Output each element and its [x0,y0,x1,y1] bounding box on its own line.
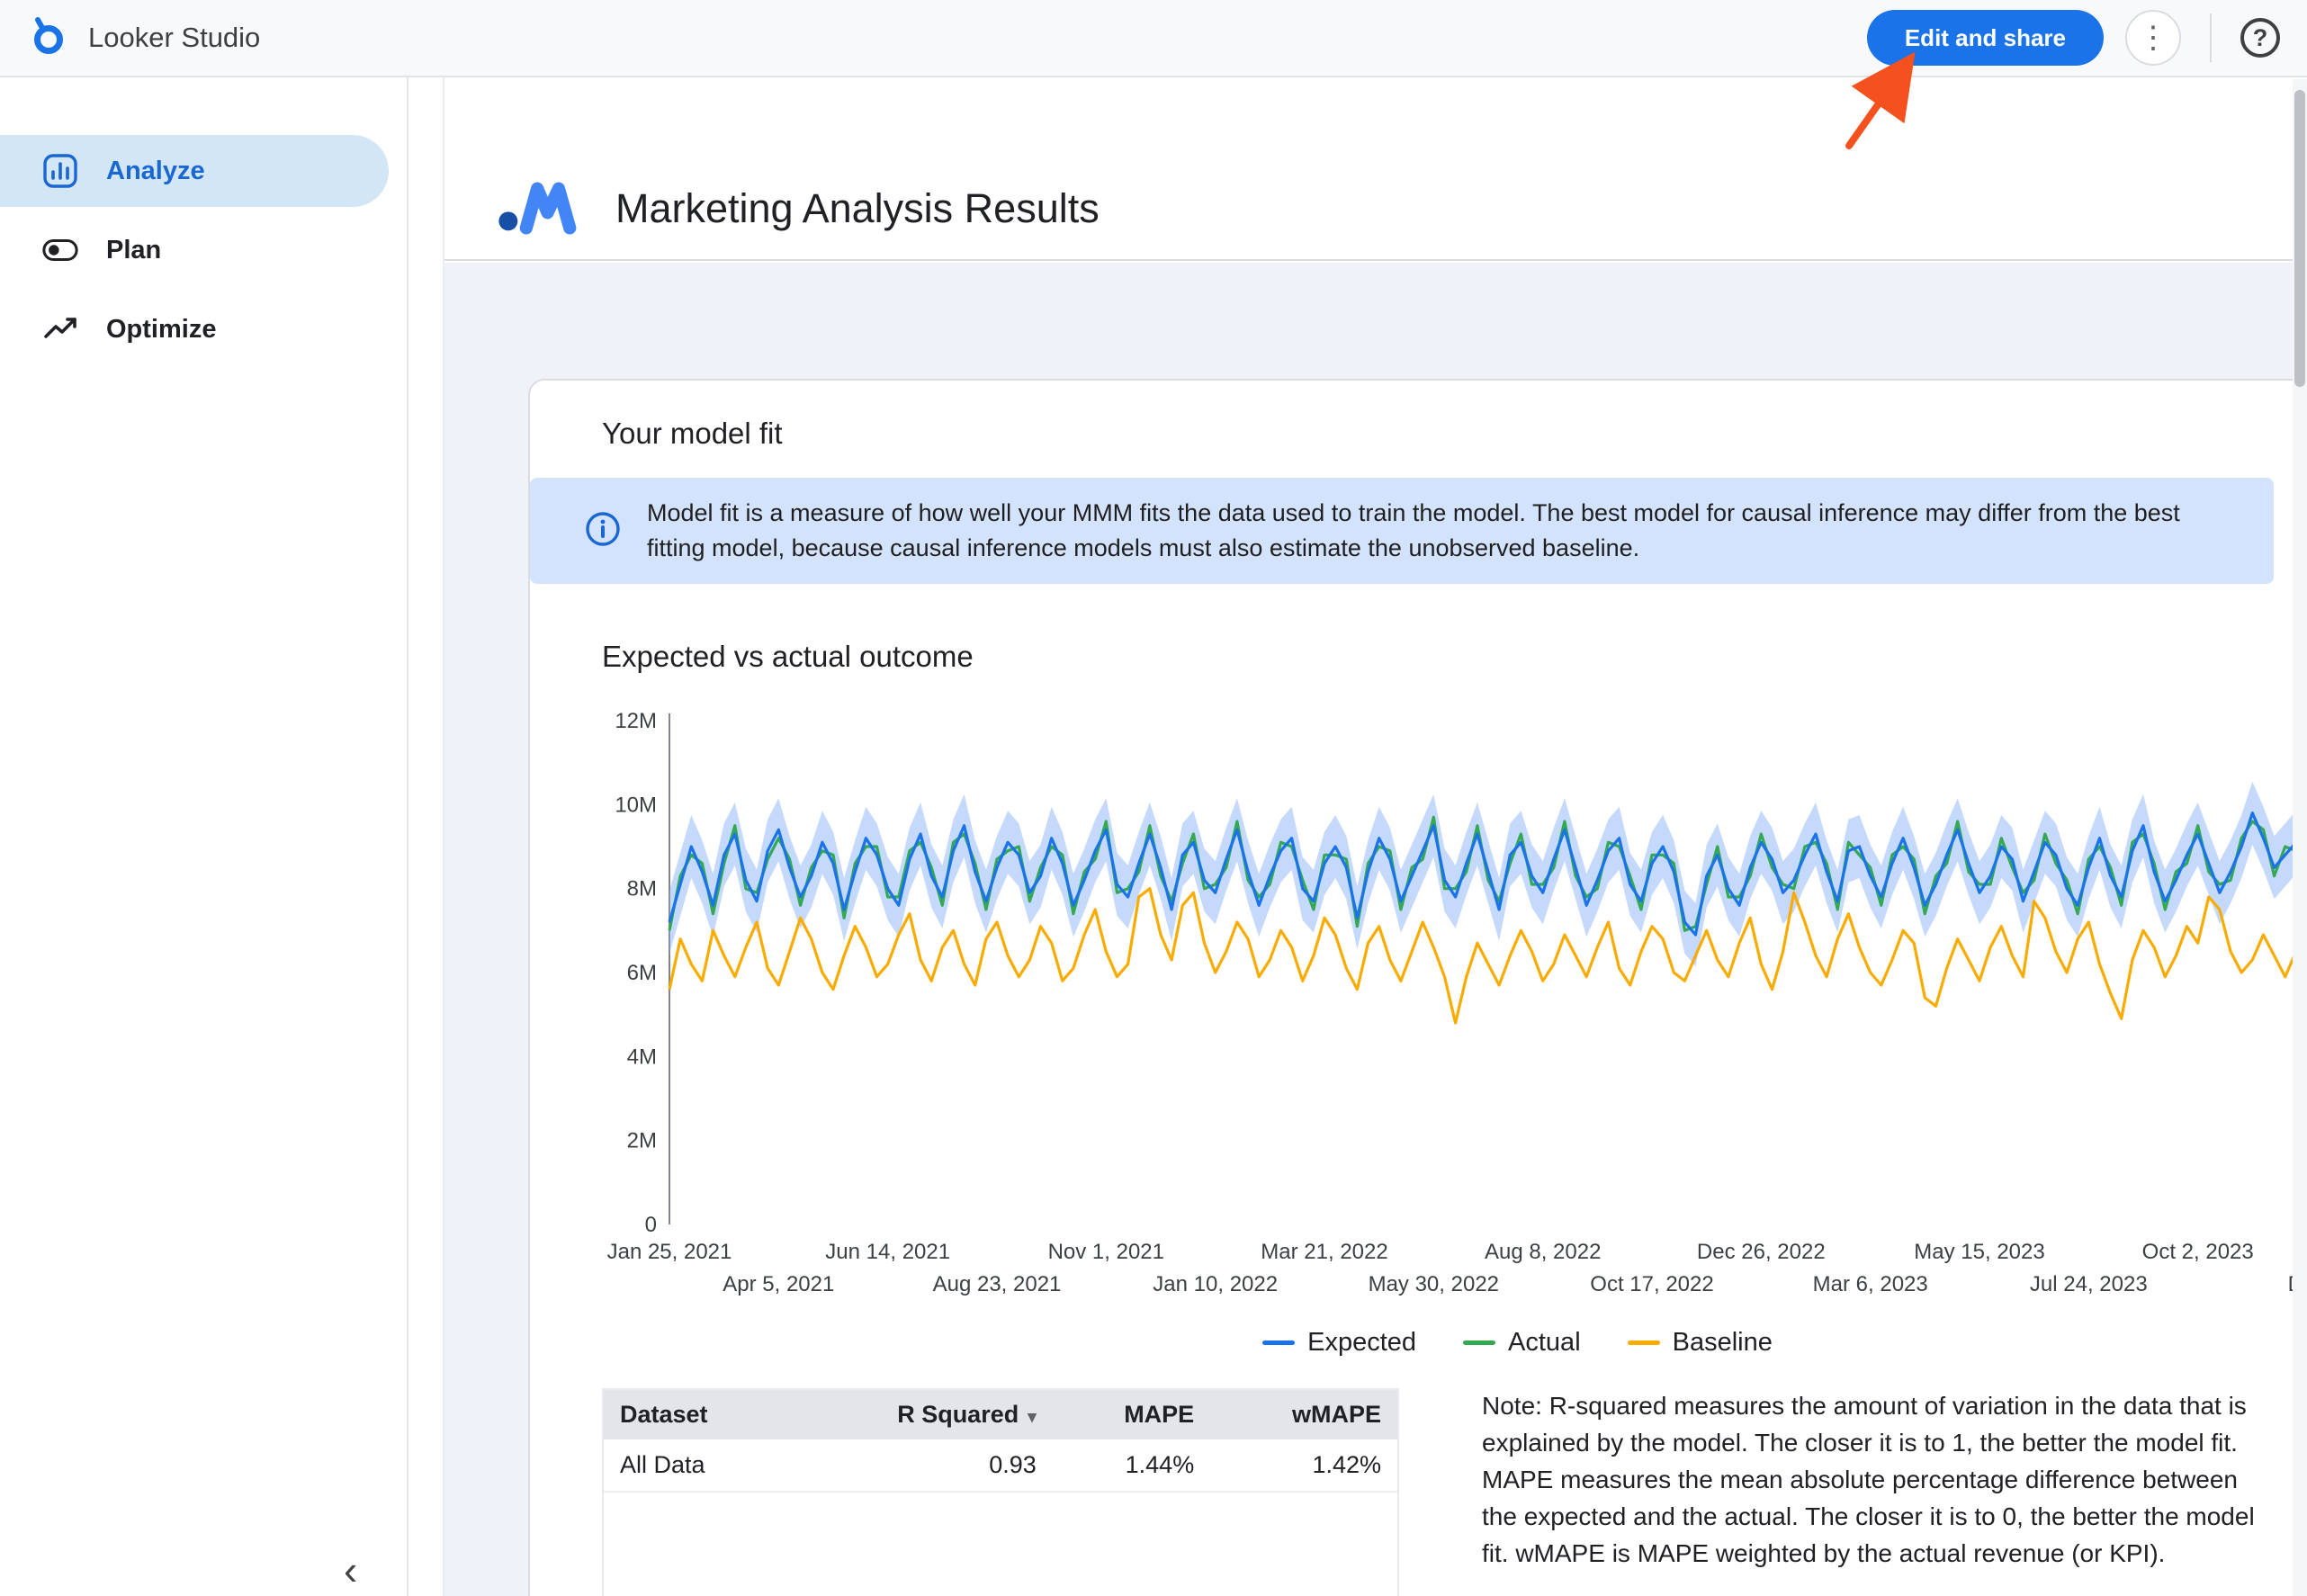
legend-swatch [1262,1340,1296,1346]
main-content: Marketing Analysis Results Your model fi… [408,77,2307,1596]
scrollbar-thumb[interactable] [2294,90,2305,387]
x-tick-label: Aug 23, 2021 [933,1272,1062,1296]
topbar-divider [2210,13,2212,62]
more-vertical-icon: ⋮ [2138,21,2168,55]
sidebar-item-plan[interactable]: Plan [0,214,389,286]
baseline-line [668,887,2307,1025]
x-tick-label: Nov 1, 2021 [1048,1240,1164,1264]
legend-label: Expected [1307,1328,1417,1358]
report-page: Marketing Analysis Results Your model fi… [443,77,2307,1596]
model-fit-table-container: Dataset R Squared ▾ MAPE wMAPE All Data 0.… [602,1388,1399,1596]
sidebar-item-label: Plan [106,235,162,265]
page-title: Marketing Analysis Results [615,185,1100,231]
toggle-switch-icon [41,231,79,269]
col-wmape: wMAPE [1210,1390,1397,1440]
x-tick-label: Mar 21, 2022 [1261,1240,1387,1264]
more-options-button[interactable]: ⋮ [2125,10,2181,66]
top-app-bar: Looker Studio Edit and share ⋮ ? [0,0,2307,77]
legend-item[interactable]: Expected [1262,1328,1416,1358]
sidebar-item-label: Analyze [106,156,205,185]
x-tick-label: Oct 2, 2023 [2142,1240,2254,1264]
x-tick-label: Oct 17, 2022 [1590,1272,1713,1296]
legend-label: Baseline [1672,1328,1773,1358]
y-tick-label: 10M [615,794,657,818]
edit-and-share-button[interactable]: Edit and share [1866,10,2104,66]
collapse-sidebar-button[interactable]: ‹ [344,1547,358,1593]
legend-swatch [1627,1340,1660,1346]
actual-line [668,815,2307,933]
x-tick-label: Dec 26, 2022 [1697,1240,1826,1264]
cell-value: 1.44% [1052,1439,1211,1493]
x-tick-label: Apr 5, 2021 [723,1272,834,1296]
model-fit-table: Dataset R Squared ▾ MAPE wMAPE All Data 0.… [604,1390,1397,1493]
x-tick-label: May 15, 2023 [1914,1240,2044,1264]
y-tick-label: 0 [645,1213,657,1237]
info-banner-text: Model fit is a measure of how well your … [647,499,2180,562]
left-nav-sidebar: Analyze Plan Optimize ‹ [0,77,408,1596]
card-title: Your model fit [602,417,783,450]
metrics-row: Dataset R Squared ▾ MAPE wMAPE All Data 0.… [602,1388,2307,1596]
legend-item[interactable]: Baseline [1627,1328,1773,1358]
chart-legend: Expected Actual Baseline [593,1328,2307,1358]
looker-studio-logo-icon [27,15,68,61]
chart-section-title: Expected vs actual outcome [602,640,974,674]
sort-desc-icon: ▾ [1028,1408,1037,1428]
meridian-logo-icon [495,166,585,239]
sidebar-item-analyze[interactable]: Analyze [0,135,389,207]
table-row: All Data 0.93 1.44% 1.42% [604,1439,1397,1493]
x-tick-label: Mar 6, 2023 [1813,1272,1928,1296]
y-tick-label: 4M [627,1045,657,1070]
vertical-scrollbar [2293,79,2307,1596]
table-header-row: Dataset R Squared ▾ MAPE wMAPE [604,1390,1397,1440]
report-header: Marketing Analysis Results [444,77,2307,261]
cell-value: 1.42% [1210,1439,1397,1493]
brand: Looker Studio [0,15,260,61]
sidebar-item-label: Optimize [106,314,217,344]
y-tick-label: 8M [627,877,657,901]
model-fit-card: Your model fit Model fit is a measure of… [528,379,2307,1596]
legend-item[interactable]: Actual [1463,1328,1581,1358]
x-tick-label: May 30, 2022 [1369,1272,1499,1296]
y-tick-label: 6M [627,961,657,985]
y-tick-label: 12M [615,709,657,733]
legend-swatch [1463,1340,1496,1346]
x-tick-label: Jul 24, 2023 [2030,1272,2148,1296]
col-mape: MAPE [1052,1390,1211,1440]
expected-line [668,811,2307,937]
x-tick-label: Jan 25, 2021 [607,1240,732,1264]
cell-value: 0.93 [788,1439,1053,1493]
help-icon: ? [2252,23,2268,51]
chart-area: 0 2M 4M 6M 8M 10M 12M Jan 25, 2021 Apr 5, 2021 Ju… [593,704,2307,1358]
note-text: Note: R-squared measures the amount of v… [1482,1392,2255,1567]
analytics-chart-icon [41,152,79,190]
help-button[interactable]: ? [2240,18,2280,58]
y-tick-label: 2M [627,1129,657,1153]
info-icon [584,510,622,552]
sidebar-item-optimize[interactable]: Optimize [0,293,389,365]
x-tick-label: Jun 14, 2021 [825,1240,950,1264]
col-dataset: Dataset [604,1390,789,1440]
model-fit-chart: 0 2M 4M 6M 8M 10M 12M Jan 25, 2021 Apr 5, 2021 Ju… [607,709,2307,1296]
cell-dataset: All Data [604,1439,789,1493]
x-tick-label: Jan 10, 2022 [1153,1272,1278,1296]
table-body: All Data 0.93 1.44% 1.42% [604,1439,1397,1493]
x-tick-label: Aug 8, 2022 [1485,1240,1601,1264]
report-canvas: Your model fit Model fit is a measure of… [444,263,2307,1596]
app-title: Looker Studio [88,22,261,53]
legend-label: Actual [1508,1328,1581,1358]
col-r-squared[interactable]: R Squared ▾ [788,1390,1053,1440]
trending-up-icon [41,310,79,348]
info-banner: Model fit is a measure of how well your … [530,478,2274,585]
topbar-actions: Edit and share ⋮ ? [1866,10,2307,66]
